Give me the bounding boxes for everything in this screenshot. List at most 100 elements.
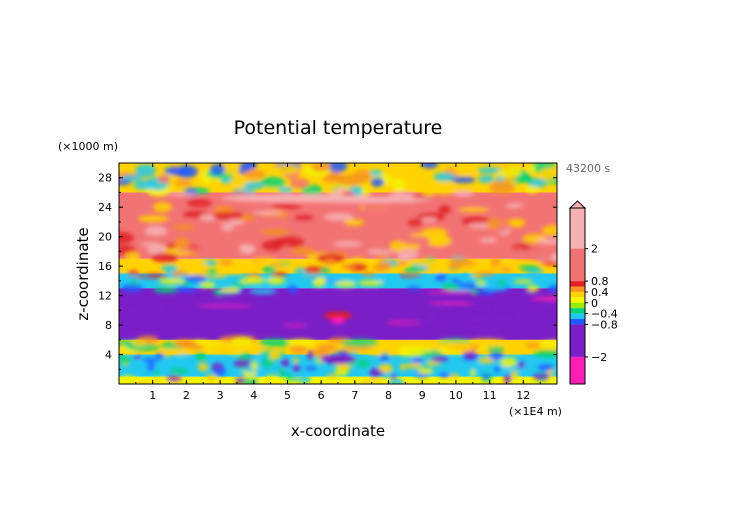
- heatmap-blob: [469, 369, 476, 377]
- heatmap-blob: [547, 284, 557, 293]
- x-tick-label: 7: [351, 389, 358, 402]
- colorbar-tick-label: −2: [591, 351, 607, 364]
- heatmap-blob: [212, 211, 244, 220]
- heatmap-blob: [387, 321, 435, 324]
- heatmap-blob: [490, 258, 501, 267]
- heatmap-blob: [231, 282, 248, 289]
- heatmap-blob: [380, 364, 393, 374]
- heatmap-blob: [373, 265, 390, 272]
- heatmap-blob: [320, 353, 356, 364]
- heatmap-blob: [366, 248, 396, 255]
- heatmap-blob: [525, 186, 539, 194]
- heatmap-blob: [425, 249, 453, 255]
- heatmap-blob: [363, 202, 392, 214]
- colorbar-tick-label: 0: [591, 297, 598, 310]
- heatmap-blob: [243, 169, 266, 179]
- heatmap-blob: [496, 280, 508, 287]
- heatmap-blob: [121, 174, 143, 181]
- heatmap-blob: [327, 163, 348, 173]
- heatmap-blob: [420, 163, 439, 169]
- heatmap-blob: [170, 368, 188, 375]
- heatmap-blob: [186, 198, 212, 208]
- x-tick-label: 12: [516, 389, 530, 402]
- heatmap-blob: [255, 216, 285, 225]
- heatmap-blob: [287, 338, 315, 346]
- colorbar-level: [570, 297, 585, 303]
- heatmap-blob: [340, 263, 356, 270]
- heatmap-blob: [152, 378, 162, 383]
- heatmap-blob: [417, 367, 434, 375]
- heatmap-blob: [157, 174, 171, 184]
- heatmap-blob: [310, 163, 331, 172]
- y-tick-label: 4: [105, 349, 112, 362]
- heatmap-blob: [532, 350, 557, 358]
- time-label: 43200 s: [566, 162, 610, 175]
- heatmap-blob: [294, 214, 314, 221]
- colorbar-tick-label: −0.8: [591, 318, 618, 331]
- heatmap-blob: [205, 239, 235, 249]
- x-tick-label: 11: [483, 389, 497, 402]
- heatmap-blob: [298, 293, 342, 297]
- heatmap-blob: [375, 253, 389, 260]
- heatmap-blob: [261, 358, 275, 368]
- heatmap-blob: [290, 247, 315, 255]
- heatmap-blob: [407, 219, 423, 227]
- heatmap-blob: [389, 378, 404, 384]
- heatmap-blob: [270, 350, 281, 360]
- heatmap-blob: [304, 366, 318, 371]
- y-tick-label: 12: [98, 290, 112, 303]
- heatmap-blob: [499, 366, 512, 373]
- heatmap-blob: [285, 373, 294, 382]
- heatmap-blob: [541, 225, 557, 236]
- heatmap-blob: [467, 338, 506, 346]
- heatmap-blob: [277, 368, 285, 378]
- colorbar-level: [570, 286, 585, 292]
- heatmap-blob: [398, 273, 421, 278]
- heatmap-blob: [148, 312, 169, 316]
- heatmap-blob: [324, 258, 336, 266]
- heatmap-blob: [536, 238, 557, 245]
- heatmap-blob: [469, 364, 483, 372]
- y-unit-label: (×1000 m): [58, 140, 118, 153]
- heatmap-blob: [317, 226, 349, 237]
- heatmap-blob: [416, 205, 442, 211]
- heatmap-band: [119, 376, 557, 384]
- heatmap-blob: [421, 187, 436, 197]
- heatmap-blob: [510, 370, 519, 380]
- heatmap-blob: [392, 178, 406, 192]
- heatmap-blob: [424, 291, 475, 294]
- heatmap-blob: [274, 163, 300, 175]
- heatmap-blob: [403, 267, 422, 275]
- heatmap-blob: [314, 379, 328, 384]
- heatmap-blob: [437, 205, 451, 214]
- heatmap-blob: [389, 374, 398, 380]
- heatmap-blob: [458, 261, 478, 266]
- heatmap-blob: [124, 251, 141, 262]
- heatmap-blob: [290, 178, 310, 189]
- y-axis-label: z-coordinate: [74, 227, 92, 320]
- heatmap-blob: [435, 341, 455, 348]
- colorbar-tick-label: 0.4: [591, 286, 609, 299]
- heatmap-blob: [119, 307, 156, 313]
- heatmap-blob: [178, 298, 234, 304]
- x-tick-label: 8: [385, 389, 392, 402]
- heatmap-blob: [176, 354, 191, 360]
- heatmap-blob: [321, 175, 344, 183]
- heatmap-blob: [405, 362, 423, 369]
- heatmap-blob: [376, 275, 398, 282]
- heatmap-blob: [244, 327, 270, 333]
- heatmap-blob: [465, 316, 522, 321]
- heatmap-blob: [353, 169, 372, 183]
- heatmap-blob: [369, 169, 383, 176]
- heatmap-blob: [152, 201, 172, 213]
- heatmap-blob: [196, 261, 208, 269]
- heatmap-blob: [518, 265, 540, 271]
- heatmap-blob: [260, 176, 286, 188]
- heatmap-blob: [139, 242, 161, 247]
- heatmap-field: [119, 163, 557, 384]
- heatmap-blob: [301, 184, 323, 196]
- heatmap-blob: [481, 284, 508, 291]
- colorbar-level: [570, 308, 585, 314]
- heatmap-blob: [430, 267, 445, 272]
- heatmap-blob: [265, 374, 279, 380]
